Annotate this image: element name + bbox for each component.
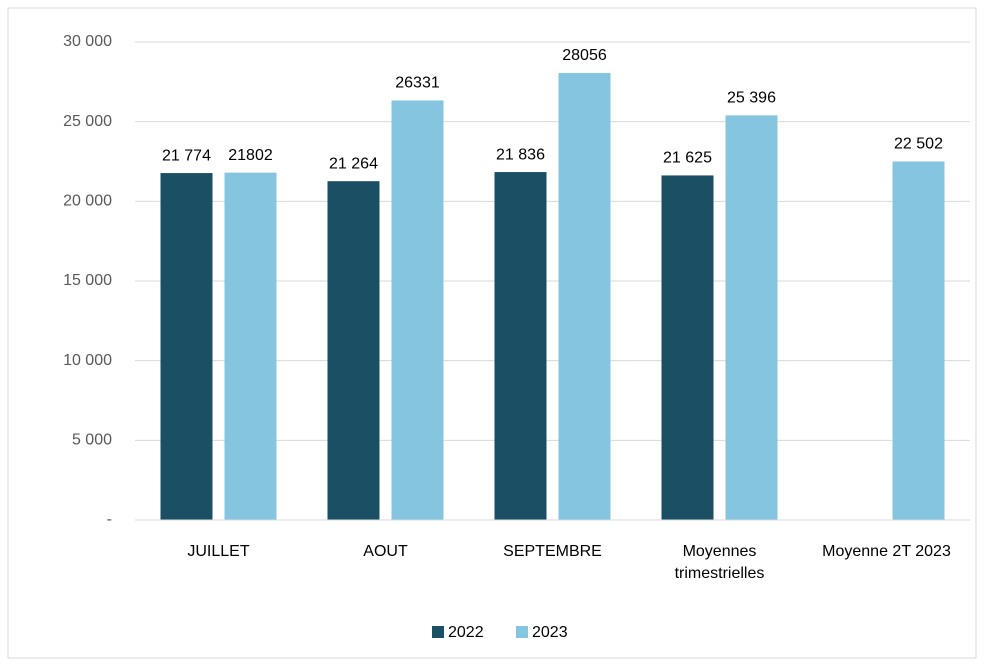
- bar: [661, 175, 714, 521]
- data-label: 21 264: [329, 155, 378, 172]
- legend-swatch: [432, 626, 444, 638]
- data-label: 22 502: [894, 136, 943, 153]
- data-label: 28056: [562, 47, 607, 64]
- legend-swatch: [516, 626, 528, 638]
- bar: [391, 100, 444, 520]
- y-tick-label: 5 000: [72, 432, 112, 449]
- bar: [494, 172, 547, 521]
- data-label: 21 625: [663, 150, 712, 167]
- y-tick-label: 15 000: [63, 272, 112, 289]
- bar: [558, 72, 611, 521]
- bar: [224, 172, 277, 520]
- bar: [892, 161, 945, 520]
- y-tick-label: 25 000: [63, 113, 112, 130]
- bar: [725, 115, 778, 521]
- legend-label: 2023: [532, 624, 568, 641]
- chart-border: [7, 7, 977, 659]
- legend-label: 2022: [448, 624, 484, 641]
- data-label: 25 396: [727, 90, 776, 107]
- y-tick-label: -: [107, 511, 112, 528]
- data-label: 21802: [228, 147, 273, 164]
- data-label: 21 774: [162, 147, 211, 164]
- x-tick-label: SEPTEMBRE: [503, 543, 602, 560]
- y-tick-label: 30 000: [63, 33, 112, 50]
- x-tick-label: Moyennes trimestrielles: [674, 543, 765, 582]
- y-tick-label: 10 000: [63, 352, 112, 369]
- data-label: 26331: [395, 75, 440, 92]
- bar: [327, 181, 380, 520]
- data-label: 21 836: [496, 146, 545, 163]
- bar: [160, 173, 213, 520]
- x-tick-label: AOUT: [363, 543, 408, 560]
- y-tick-label: 20 000: [63, 193, 112, 210]
- x-tick-label: JUILLET: [187, 543, 250, 560]
- x-tick-label: Moyenne 2T 2023: [822, 543, 951, 560]
